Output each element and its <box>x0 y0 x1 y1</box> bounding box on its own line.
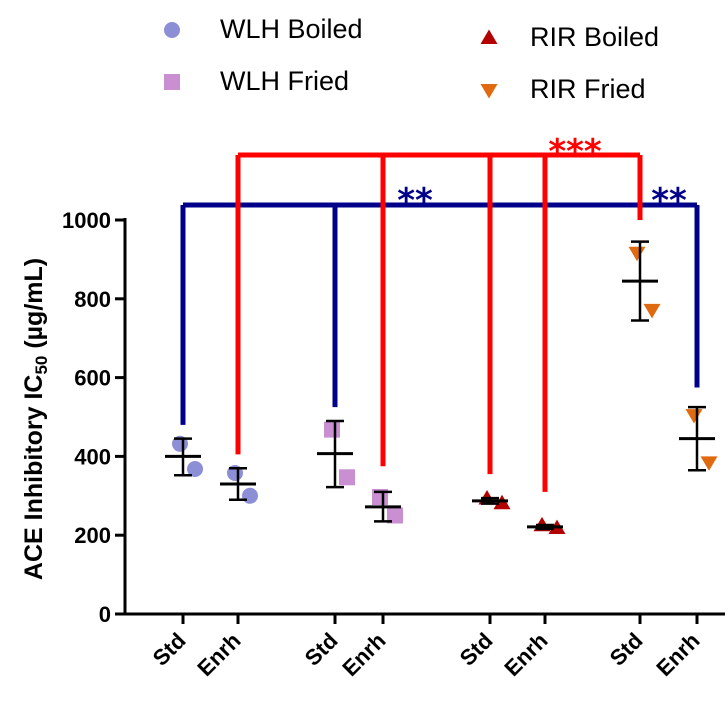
legend-item: WLH Boiled <box>164 14 363 44</box>
data-group <box>472 490 511 510</box>
legend-marker-triangle-up <box>480 29 498 44</box>
data-group <box>165 435 203 478</box>
y-axis-label-subscript: 50 <box>32 356 51 375</box>
significance-label: ** <box>397 181 433 221</box>
significance-label: *** <box>548 132 602 172</box>
data-group <box>365 488 403 524</box>
plot-area <box>165 240 718 535</box>
x-tick-label: Enrh <box>499 628 552 681</box>
y-axis-label-main: ACE Inhibitory IC <box>20 375 48 581</box>
significance-bracket: ** <box>180 181 643 425</box>
legend-label: RIR Boiled <box>530 22 659 52</box>
data-group <box>317 419 355 489</box>
x-tick-label: Std <box>605 628 648 671</box>
data-point <box>339 469 355 486</box>
y-tick-label: 200 <box>74 523 111 548</box>
legend-item: RIR Boiled <box>480 22 659 52</box>
y-axis-title: ACE Inhibitory IC50 (µg/mL) <box>20 258 51 580</box>
legend-item: WLH Fried <box>164 66 349 96</box>
data-group <box>220 464 258 504</box>
legend-marker-square <box>164 74 180 90</box>
data-group <box>527 516 566 535</box>
x-tick-label: Std <box>455 628 498 671</box>
legend-label: RIR Fried <box>530 74 646 104</box>
legend-marker-circle <box>164 22 180 38</box>
data-point <box>387 507 403 524</box>
data-point <box>700 456 718 471</box>
y-axis-label: ACE Inhibitory IC50 (µg/mL) <box>20 258 51 580</box>
legend: WLH Boiled WLH Fried RIR Boiled RIR Fried <box>164 14 659 104</box>
x-tick-label: Enrh <box>651 628 704 681</box>
legend-label: WLH Boiled <box>220 14 363 44</box>
y-tick-label: 800 <box>74 287 111 312</box>
data-point <box>685 409 703 424</box>
legend-marker-triangle-down <box>480 84 498 99</box>
data-point <box>628 246 646 262</box>
x-tick-label: Enrh <box>337 628 390 681</box>
data-group <box>679 405 718 472</box>
y-axis-label-unit: (µg/mL) <box>20 258 48 356</box>
x-tick-label: Enrh <box>192 628 245 681</box>
y-tick-label: 600 <box>74 366 111 391</box>
data-group <box>622 240 661 322</box>
data-point <box>187 461 203 478</box>
data-point <box>324 421 340 438</box>
y-tick-label: 0 <box>99 602 111 627</box>
significance-bracket: *** <box>235 132 643 492</box>
x-tick-label: Std <box>300 628 343 671</box>
significance-bracket: ** <box>637 181 700 388</box>
y-tick-label: 400 <box>74 444 111 469</box>
data-point <box>643 303 661 319</box>
significance-label: ** <box>651 181 687 221</box>
legend-label: WLH Fried <box>220 66 349 96</box>
significance-brackets: ** ***** <box>180 132 700 492</box>
data-point <box>242 487 258 504</box>
legend-item: RIR Fried <box>480 74 646 104</box>
x-tick-label: Std <box>148 628 191 671</box>
y-tick-label: 1000 <box>62 208 111 233</box>
